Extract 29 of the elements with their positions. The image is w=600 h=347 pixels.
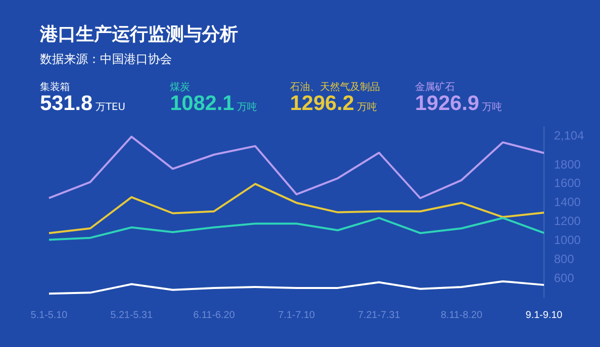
x-tick-label: 7.21-7.31	[358, 310, 401, 322]
chart-subtitle: 数据来源：中国港口协会	[40, 51, 172, 68]
text: 集装箱	[40, 82, 71, 93]
y-tick-label: 1800	[554, 157, 582, 172]
text: 石油、天然气及制品	[290, 82, 380, 93]
text: 万吨	[482, 102, 502, 113]
text: 万TEU	[96, 102, 126, 113]
y-tick-label: 1400	[554, 195, 582, 210]
chart-title: 港口生产运行监测与分析	[40, 23, 238, 46]
y-tick-label: 800	[554, 252, 574, 266]
text: 万吨	[237, 102, 258, 113]
text: 1926.9	[415, 92, 480, 115]
x-tick-label: 6.11-6.20	[193, 310, 236, 322]
y-tick-label: 1600	[554, 176, 582, 190]
text: 1082.1	[170, 92, 234, 115]
text: 1296.2	[290, 92, 354, 115]
x-tick-label: 7.1-7.10	[278, 310, 316, 322]
text: 金属矿石	[415, 82, 456, 93]
x-tick-label: 9.1-9.10	[526, 310, 563, 322]
x-tick-label: 5.21-5.31	[110, 310, 154, 322]
text: 万吨	[357, 102, 378, 113]
x-tick-label: 5.1-5.10	[30, 310, 68, 322]
text: 煤炭	[170, 82, 191, 93]
x-tick-label: 8.11-8.20	[440, 310, 483, 322]
y-tick-label: 600	[554, 270, 574, 285]
y-tick-label: 1200	[554, 214, 582, 228]
y-tick-label: 2,104	[554, 128, 584, 143]
text: 531.8	[40, 92, 93, 115]
y-tick-label: 1000	[554, 232, 582, 247]
